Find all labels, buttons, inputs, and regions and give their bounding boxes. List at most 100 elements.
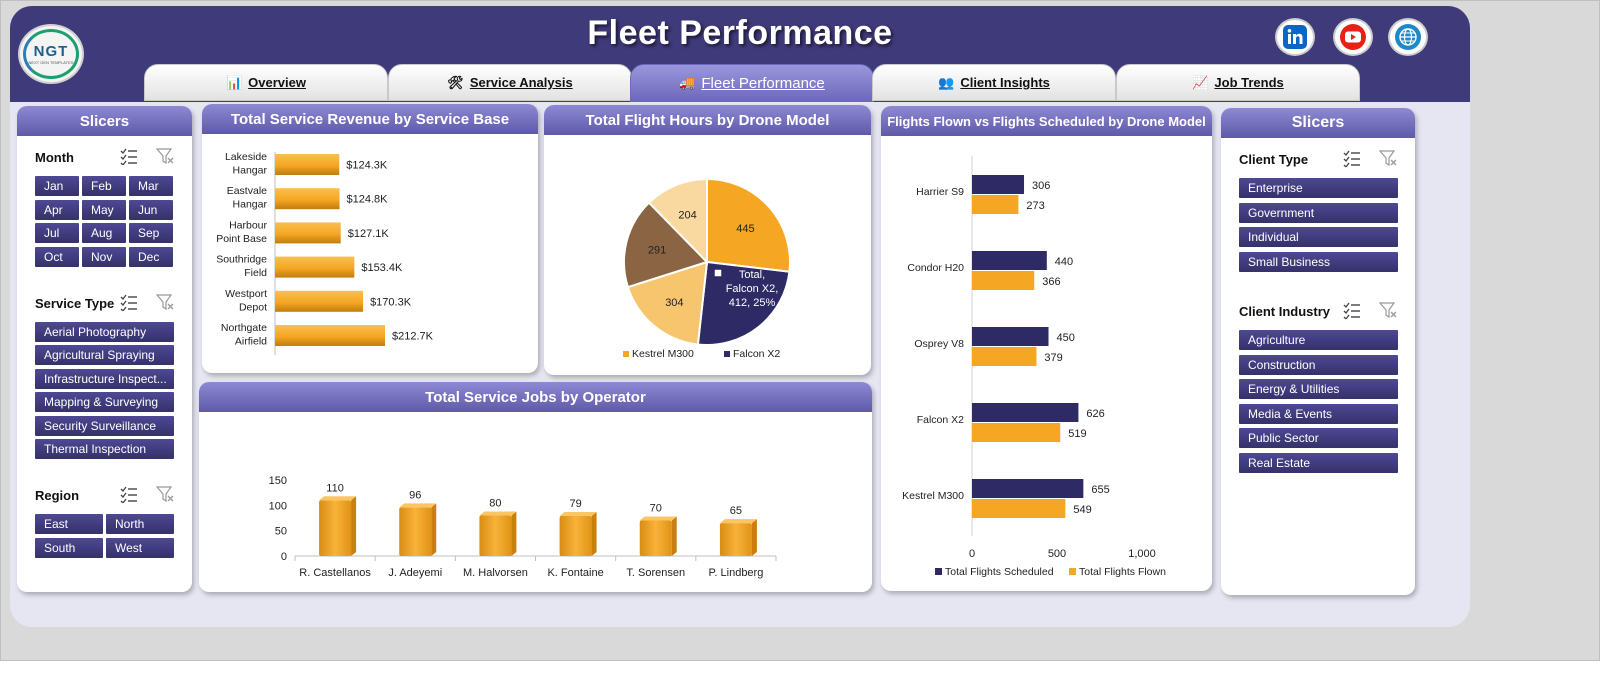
- jobs-y-tick-label: 150: [269, 475, 287, 487]
- service-type-option-security-surveillance[interactable]: Security Surveillance: [35, 415, 174, 436]
- flights-data-label: 450: [1057, 332, 1075, 344]
- client-industry-option-agriculture[interactable]: Agriculture: [1239, 330, 1398, 350]
- service-type-option-aerial-photography[interactable]: Aerial Photography: [35, 322, 174, 342]
- logo-subtext: NEXT GEN TEMPLATES: [28, 60, 74, 65]
- revenue-bar: [275, 188, 340, 210]
- revenue-data-label: $124.3K: [346, 160, 388, 172]
- jobs-bar: [559, 515, 592, 556]
- multi-select-icon[interactable]: [120, 293, 138, 311]
- service-type-option-agricultural-spraying[interactable]: Agricultural Spraying: [35, 345, 174, 366]
- month-option-aug[interactable]: Aug: [82, 223, 126, 243]
- flights-chart-title: Flights Flown vs Flights Scheduled by Dr…: [881, 106, 1212, 136]
- clear-filter-icon[interactable]: [156, 293, 174, 311]
- clear-filter-icon[interactable]: [156, 485, 174, 503]
- jobs-category-label: P. Lindberg: [708, 567, 763, 579]
- website-button[interactable]: [1388, 18, 1428, 56]
- flights-bar: [972, 195, 1019, 214]
- client-type-slicer-label: Client Type: [1239, 152, 1309, 167]
- youtube-button[interactable]: [1333, 18, 1373, 56]
- flights-category-label: Condor H20: [907, 262, 964, 274]
- pie-legend-label: Falcon X2: [733, 348, 780, 360]
- chart-icon: 📊: [225, 74, 243, 90]
- jobs-bar-top: [399, 503, 437, 508]
- region-slicer-tools: [120, 485, 174, 503]
- tab-client-insights[interactable]: 👥 Client Insights: [872, 64, 1116, 101]
- clear-filter-icon[interactable]: [1379, 149, 1397, 167]
- tab-label: Fleet Performance: [701, 74, 825, 92]
- flights-bar: [972, 403, 1079, 422]
- clear-filter-icon[interactable]: [1379, 301, 1397, 319]
- flights-legend-swatch: [1069, 568, 1076, 575]
- tab-job-trends[interactable]: 📈 Job Trends: [1116, 64, 1360, 101]
- region-option-south[interactable]: South: [35, 537, 103, 558]
- flights-data-label: 440: [1055, 256, 1073, 268]
- service-type-slicer-label: Service Type: [35, 296, 115, 311]
- client-type-option-individual[interactable]: Individual: [1239, 227, 1398, 247]
- service-type-option-thermal-inspection[interactable]: Thermal Inspection: [35, 439, 174, 459]
- hours-chart: 445 304 291 204 Total, Falcon X2, 412, 25% Kest…: [623, 177, 791, 360]
- region-option-north[interactable]: North: [106, 514, 174, 534]
- month-option-dec[interactable]: Dec: [129, 246, 173, 267]
- client-industry-option-construction[interactable]: Construction: [1239, 354, 1398, 375]
- tab-label: Job Trends: [1214, 75, 1284, 90]
- flights-bar: [972, 175, 1025, 194]
- flights-x-tick-label: 1,000: [1128, 548, 1156, 560]
- client-industry-option-media-events[interactable]: Media & Events: [1239, 403, 1398, 424]
- region-option-west[interactable]: West: [106, 537, 174, 558]
- pie-legend-swatch: [623, 351, 629, 357]
- client-industry-option-energy-utilities[interactable]: Energy & Utilities: [1239, 379, 1398, 399]
- month-option-jul[interactable]: Jul: [35, 223, 79, 243]
- tab-overview[interactable]: 📊 Overview: [144, 64, 388, 101]
- flights-legend-swatch: [935, 568, 942, 575]
- client-type-slicer-tools: [1343, 149, 1397, 167]
- month-option-may[interactable]: May: [82, 199, 126, 220]
- month-option-mar[interactable]: Mar: [129, 176, 173, 196]
- revenue-category-label: Northgate: [221, 322, 267, 334]
- month-option-jan[interactable]: Jan: [35, 176, 79, 196]
- flights-data-label: 655: [1091, 484, 1109, 496]
- service-type-option-infrastructure-inspect[interactable]: Infrastructure Inspect...: [35, 368, 174, 389]
- pie-slice: [623, 201, 709, 289]
- month-option-oct[interactable]: Oct: [35, 246, 79, 267]
- tab-fleet-performance[interactable]: 🚚 Fleet Performance: [630, 64, 874, 102]
- pie-slice: [626, 260, 709, 346]
- month-option-sep[interactable]: Sep: [129, 223, 173, 243]
- jobs-bar-side: [751, 519, 757, 556]
- revenue-bar: [275, 290, 364, 312]
- month-option-apr[interactable]: Apr: [35, 199, 79, 220]
- region-option-east[interactable]: East: [35, 514, 103, 534]
- client-industry-option-real-estate[interactable]: Real Estate: [1239, 452, 1398, 473]
- service-type-option-mapping-surveying[interactable]: Mapping & Surveying: [35, 392, 174, 413]
- jobs-bar-side: [591, 511, 597, 556]
- flights-legend-label: Total Flights Scheduled: [945, 566, 1054, 578]
- multi-select-icon[interactable]: [120, 147, 138, 165]
- linkedin-button[interactable]: [1275, 18, 1315, 56]
- jobs-bar: [399, 507, 432, 556]
- flights-bar: [972, 347, 1037, 366]
- month-option-nov[interactable]: Nov: [82, 246, 126, 267]
- flights-data-label: 306: [1032, 180, 1050, 192]
- revenue-bar: [275, 154, 340, 175]
- clear-filter-icon[interactable]: [156, 147, 174, 165]
- revenue-category-label: Depot: [239, 301, 267, 313]
- jobs-chart-panel: Total Service Jobs by Operator 0 50 100 150…: [199, 382, 872, 592]
- jobs-bar: [719, 523, 752, 556]
- tab-service-analysis[interactable]: 🛠 Service Analysis: [388, 64, 632, 101]
- client-type-option-enterprise[interactable]: Enterprise: [1239, 178, 1398, 198]
- multi-select-icon[interactable]: [1343, 301, 1361, 319]
- pie-data-label: 291: [648, 245, 666, 257]
- page-title: Fleet Performance: [587, 14, 893, 52]
- multi-select-icon[interactable]: [120, 485, 138, 503]
- jobs-bar: [319, 500, 352, 556]
- month-slicer-label: Month: [35, 150, 74, 165]
- multi-select-icon[interactable]: [1343, 149, 1361, 167]
- month-option-feb[interactable]: Feb: [82, 176, 126, 196]
- right-slicer-panel: Slicers Client Type Enterprise Government…: [1221, 108, 1415, 595]
- client-type-option-small-business[interactable]: Small Business: [1239, 251, 1398, 272]
- logo-text: NGT: [33, 43, 69, 60]
- client-type-option-government[interactable]: Government: [1239, 202, 1398, 223]
- client-industry-option-public-sector[interactable]: Public Sector: [1239, 428, 1398, 448]
- pie-data-label: 445: [736, 223, 754, 235]
- jobs-chart: 0 50 100 150 110 R. Castellanos 96 J. Adeyemi 80…: [269, 475, 777, 579]
- month-option-jun[interactable]: Jun: [129, 199, 173, 220]
